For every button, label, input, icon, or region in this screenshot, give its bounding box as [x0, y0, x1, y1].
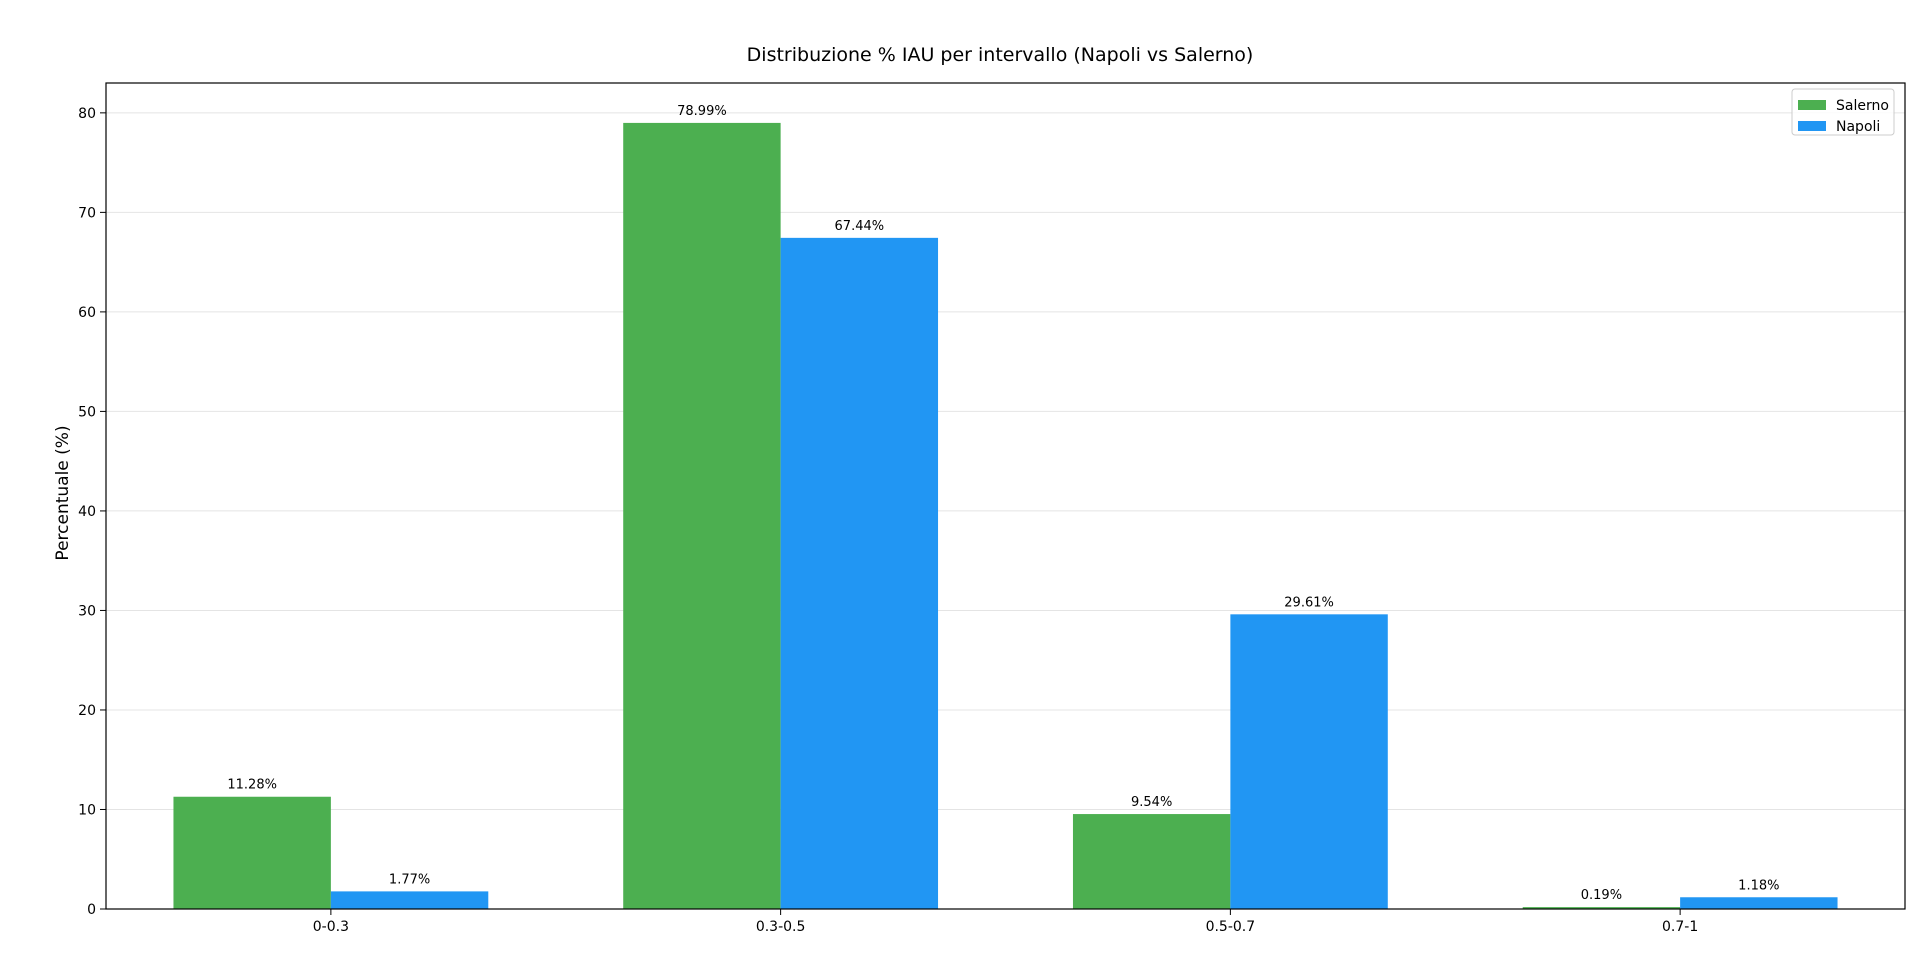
bar-value-label: 1.77%	[389, 872, 430, 887]
bar-napoli-0.7-1	[1680, 897, 1838, 909]
chart-title: Distribuzione % IAU per intervallo (Napo…	[747, 44, 1254, 66]
bar-value-label: 0.19%	[1581, 888, 1622, 903]
legend-swatch-salerno	[1798, 100, 1826, 110]
y-tick-label: 80	[78, 106, 96, 122]
x-tick-label: 0-0.3	[313, 919, 349, 935]
x-axis-ticks: 0-0.3 0.3-0.5 0.5-0.7 0.7-1	[313, 909, 1698, 935]
y-tick-label: 20	[78, 703, 96, 719]
y-tick-label: 50	[78, 404, 96, 420]
y-tick-label: 40	[78, 504, 96, 520]
bar-value-label: 29.61%	[1284, 595, 1334, 610]
bar-value-label: 1.18%	[1738, 878, 1779, 893]
legend: Salerno Napoli	[1791, 88, 1895, 136]
bar-value-label: 11.28%	[227, 778, 277, 793]
bar-salerno-0.7-1	[1522, 907, 1681, 909]
x-tick-label: 0.7-1	[1662, 919, 1698, 935]
y-axis-ticks: 0 10 20 30 40 50 60 70 80	[78, 106, 106, 918]
y-tick-label: 30	[78, 603, 96, 619]
bar-value-label: 67.44%	[835, 219, 885, 234]
bar-napoli-0.5-0.7	[1230, 614, 1388, 909]
legend-label-napoli: Napoli	[1836, 119, 1880, 135]
legend-swatch-napoli	[1798, 121, 1826, 131]
y-axis-label: Percentuale (%)	[53, 425, 73, 560]
y-tick-label: 10	[78, 802, 96, 818]
bar-value-labels: 11.28% 1.77% 78.99% 67.44% 9.54% 29.61% 0.19% 1…	[227, 104, 1779, 903]
x-tick-label: 0.5-0.7	[1206, 919, 1256, 935]
x-tick-label: 0.3-0.5	[756, 919, 806, 935]
bar-napoli-0-0.3	[330, 891, 489, 909]
plot-frame	[105, 82, 1906, 910]
bars	[173, 122, 1838, 910]
bar-salerno-0-0.3	[173, 796, 331, 909]
bar-salerno-0.5-0.7	[1072, 814, 1231, 909]
y-tick-label: 70	[78, 205, 96, 221]
bar-napoli-0.3-0.5	[780, 237, 939, 910]
bar-salerno-0.3-0.5	[623, 122, 781, 910]
legend-label-salerno: Salerno	[1836, 98, 1889, 114]
gridlines	[106, 112, 1905, 810]
y-tick-label: 60	[78, 305, 96, 321]
bar-value-label: 9.54%	[1131, 795, 1172, 810]
bar-value-label: 78.99%	[677, 104, 727, 119]
y-tick-label: 0	[87, 902, 96, 918]
